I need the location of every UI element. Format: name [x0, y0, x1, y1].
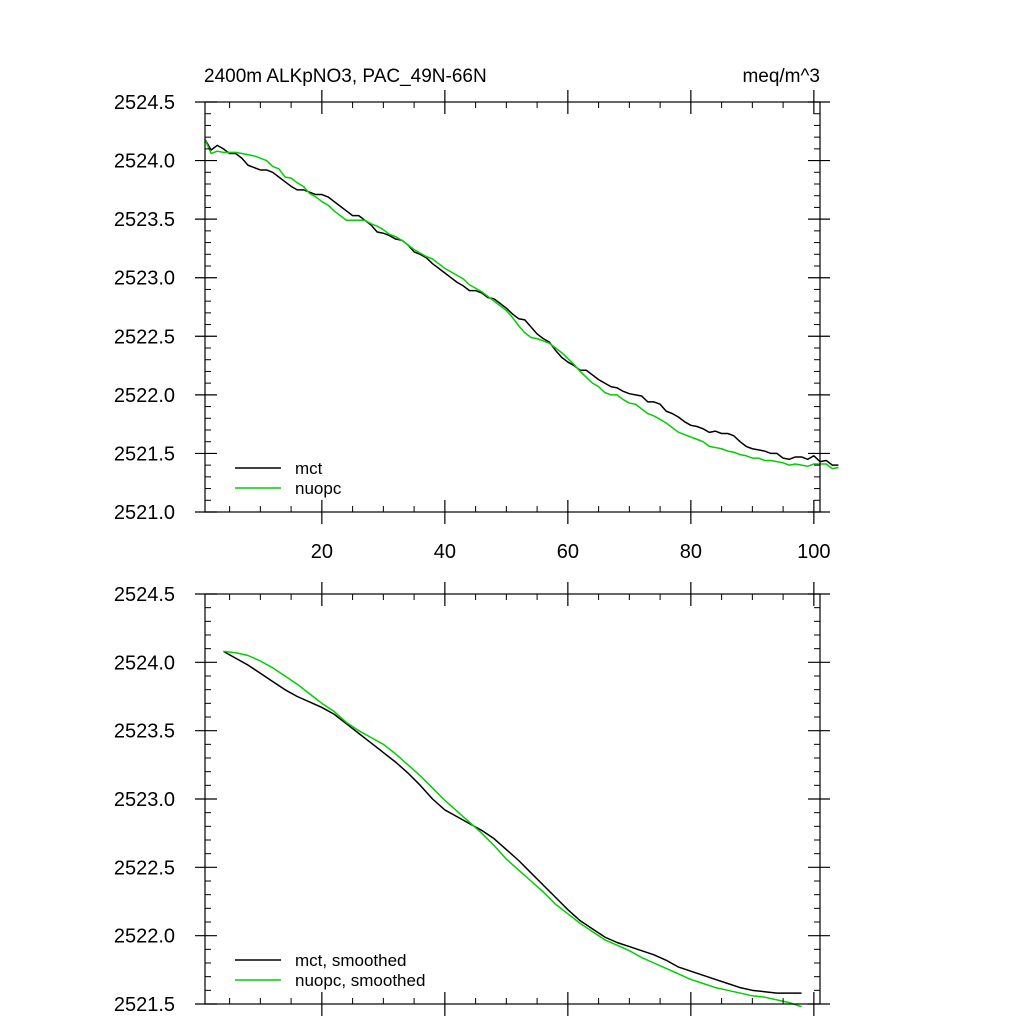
top-x-tick-label: 80 — [680, 541, 702, 563]
bottom-y-tick-label: 2524.0 — [114, 652, 175, 674]
top-y-tick-label: 2521.5 — [114, 443, 175, 465]
bottom-y-tick-label: 2523.0 — [114, 789, 175, 811]
chart-title: 2400m ALKpNO3, PAC_49N-66N — [204, 66, 487, 87]
bottom-y-tick-label: 2521.5 — [114, 994, 175, 1016]
top-y-tick-label: 2523.0 — [114, 268, 175, 290]
units-label: meq/m^3 — [742, 66, 820, 87]
bottom-series-line-nuopc — [223, 650, 802, 1008]
top-x-tick-label: 60 — [557, 541, 579, 563]
top-x-tick-label: 40 — [434, 541, 456, 563]
top-x-tick-label: 100 — [797, 541, 830, 563]
top-legend-label: mct — [295, 459, 323, 478]
bottom-legend-label: mct, smoothed — [295, 951, 407, 970]
bottom-y-tick-label: 2524.5 — [114, 584, 175, 606]
bottom-legend-label: nuopc, smoothed — [295, 971, 425, 990]
bottom-plot-frame — [204, 593, 821, 1005]
top-y-tick-label: 2522.0 — [114, 385, 175, 407]
top-series-line-nuopc — [204, 139, 839, 470]
bottom-y-tick-label: 2522.0 — [114, 926, 175, 948]
bottom-series-line-mct — [223, 650, 802, 994]
top-y-tick-label: 2524.5 — [114, 92, 175, 114]
top-plot-frame — [204, 101, 821, 513]
top-y-tick-label: 2523.5 — [114, 209, 175, 231]
top-y-tick-label: 2524.0 — [114, 151, 175, 173]
top-y-tick-label: 2522.5 — [114, 326, 175, 348]
bottom-y-tick-label: 2523.5 — [114, 721, 175, 743]
top-series-line-mct — [204, 139, 839, 466]
bottom-y-tick-label: 2522.5 — [114, 857, 175, 879]
top-y-tick-label: 2521.0 — [114, 502, 175, 524]
top-legend-label: nuopc — [295, 479, 342, 498]
top-x-tick-label: 20 — [311, 541, 333, 563]
